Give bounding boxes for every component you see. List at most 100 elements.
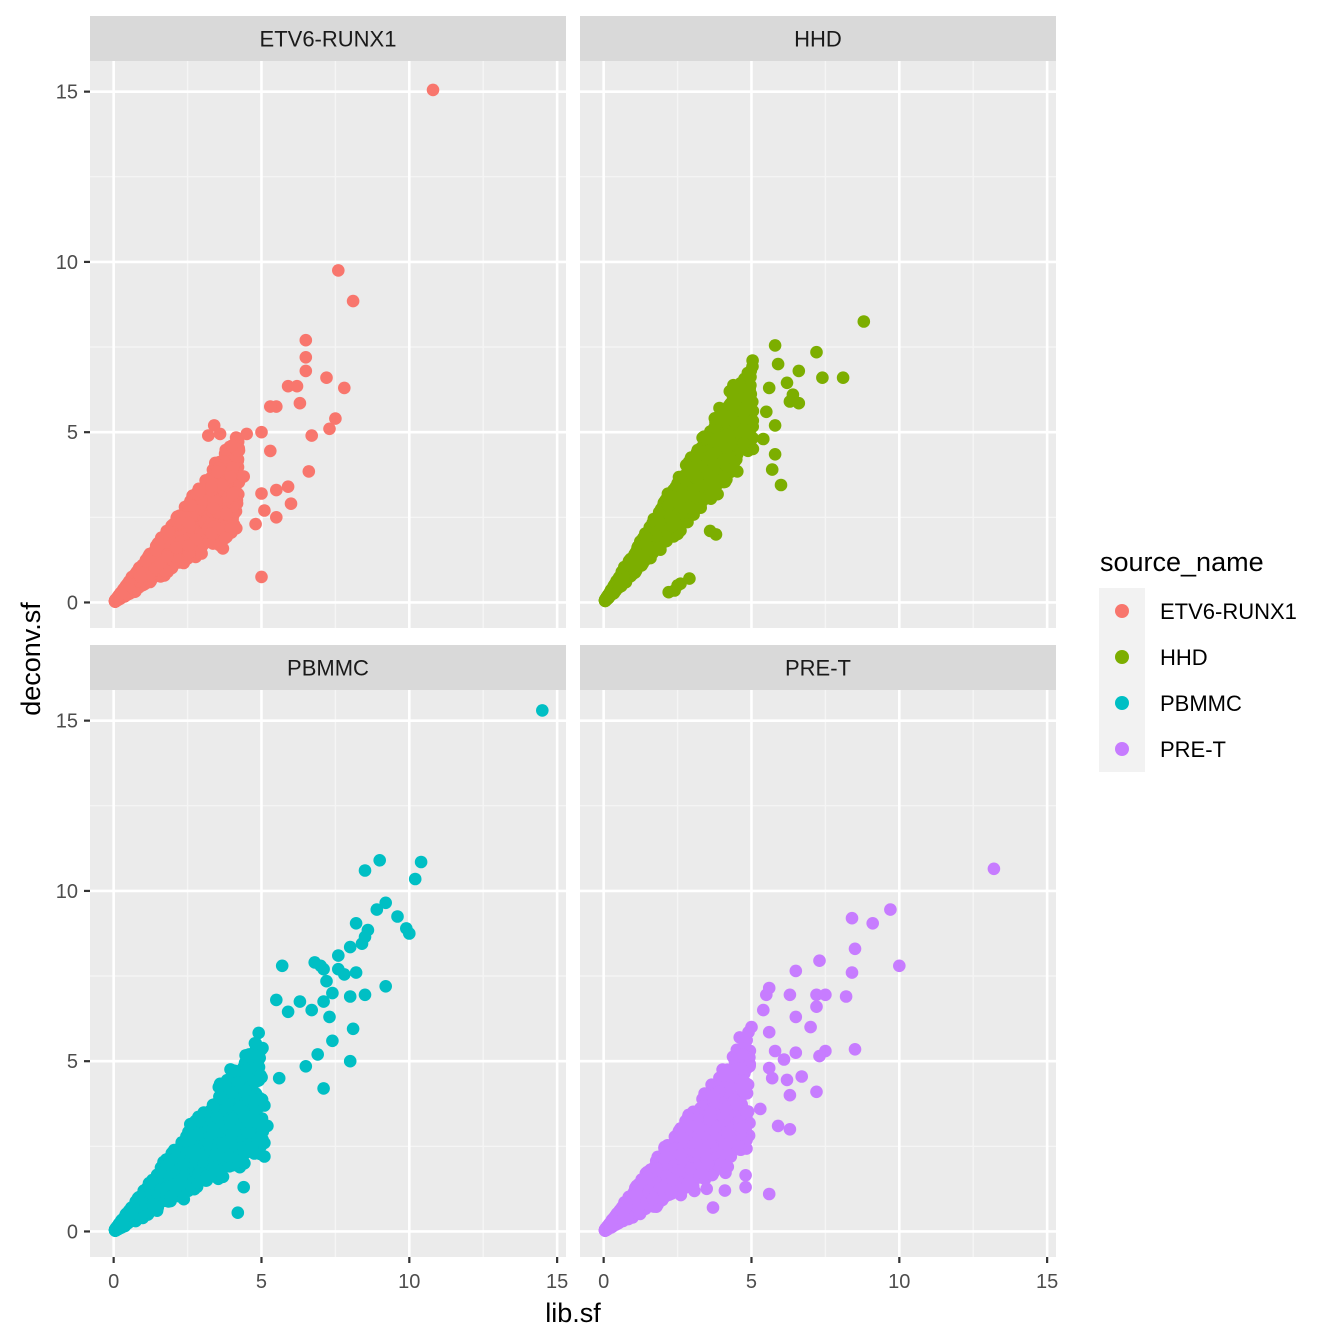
data-point <box>231 1076 245 1090</box>
data-point <box>373 854 387 867</box>
data-point <box>255 425 268 439</box>
data-point <box>264 444 277 458</box>
data-point <box>205 527 218 540</box>
data-point <box>677 489 690 503</box>
y-tick-label: 10 <box>56 252 78 274</box>
data-point <box>768 339 782 352</box>
data-point <box>182 539 195 552</box>
data-point <box>705 448 719 462</box>
data-point <box>326 986 339 1000</box>
data-point <box>224 470 237 484</box>
data-point <box>210 1110 224 1124</box>
data-point <box>231 1206 245 1219</box>
data-point <box>302 465 316 478</box>
facet-strip <box>580 645 1056 690</box>
facet-strip-label: PBMMC <box>287 656 369 681</box>
data-point <box>810 345 823 359</box>
data-point <box>179 1134 193 1148</box>
data-point <box>640 538 653 552</box>
data-point <box>760 405 773 419</box>
data-point <box>281 480 295 494</box>
point-cloud <box>108 704 549 1237</box>
data-point <box>169 541 183 554</box>
data-point <box>219 507 233 521</box>
data-point <box>270 483 283 497</box>
data-point <box>182 516 196 530</box>
data-point <box>164 1190 177 1204</box>
data-point <box>299 351 313 364</box>
data-point <box>149 543 162 557</box>
data-point <box>299 333 313 347</box>
data-point <box>249 517 262 531</box>
data-point <box>737 437 750 450</box>
data-point <box>206 1122 220 1135</box>
facet-strip-label: HHD <box>794 27 842 52</box>
data-point <box>264 400 277 413</box>
data-point <box>249 1037 263 1050</box>
data-point <box>205 479 218 493</box>
data-point <box>633 549 647 562</box>
data-point <box>224 522 238 535</box>
data-point <box>193 484 206 498</box>
facet-strip <box>90 645 566 690</box>
data-point <box>184 499 198 512</box>
data-point <box>243 1050 257 1064</box>
data-point <box>261 1119 274 1133</box>
data-point <box>338 381 351 395</box>
data-point <box>660 534 673 548</box>
data-point <box>281 379 295 393</box>
facet-strip <box>90 16 566 61</box>
data-point <box>346 294 360 308</box>
data-point <box>202 429 215 442</box>
data-point <box>349 966 363 979</box>
data-point <box>154 1166 168 1179</box>
data-point <box>161 1158 175 1171</box>
data-point <box>598 593 612 607</box>
data-point <box>746 414 760 428</box>
data-point <box>284 497 298 511</box>
data-point <box>662 499 675 512</box>
data-point <box>792 364 806 378</box>
data-point <box>792 396 806 410</box>
data-point <box>233 1102 246 1115</box>
data-point <box>238 1157 251 1170</box>
data-point <box>332 949 345 962</box>
data-point <box>134 570 148 584</box>
data-point <box>691 443 705 457</box>
data-point <box>139 555 152 568</box>
data-point <box>214 1091 228 1105</box>
data-point <box>258 504 271 517</box>
data-point <box>762 381 776 395</box>
data-point <box>379 896 393 910</box>
data-point <box>212 1080 226 1094</box>
y-tick-label: 0 <box>67 1221 78 1243</box>
data-point <box>293 995 307 1008</box>
data-point <box>228 1064 241 1078</box>
data-point <box>343 940 357 954</box>
facet-strip <box>580 16 1056 61</box>
data-point <box>727 415 741 428</box>
data-point <box>116 1217 130 1230</box>
data-point <box>160 550 174 563</box>
y-tick-label: 0 <box>67 592 78 614</box>
data-point <box>768 419 782 432</box>
data-point <box>175 1173 188 1186</box>
data-point <box>768 448 782 461</box>
data-point <box>332 264 345 277</box>
data-point <box>622 558 636 572</box>
data-point <box>314 959 327 973</box>
data-point <box>705 488 718 501</box>
data-point <box>358 930 372 944</box>
data-point <box>857 315 871 328</box>
data-point <box>226 1086 239 1099</box>
data-point <box>200 1169 213 1183</box>
data-point <box>226 1112 239 1126</box>
data-point <box>192 1114 206 1127</box>
x-tick-label: 15 <box>546 1271 568 1293</box>
data-point <box>358 988 372 1002</box>
data-point <box>244 1141 258 1154</box>
data-point <box>715 432 729 446</box>
data-point <box>176 1158 190 1172</box>
data-point <box>162 525 175 538</box>
data-point <box>226 487 239 501</box>
